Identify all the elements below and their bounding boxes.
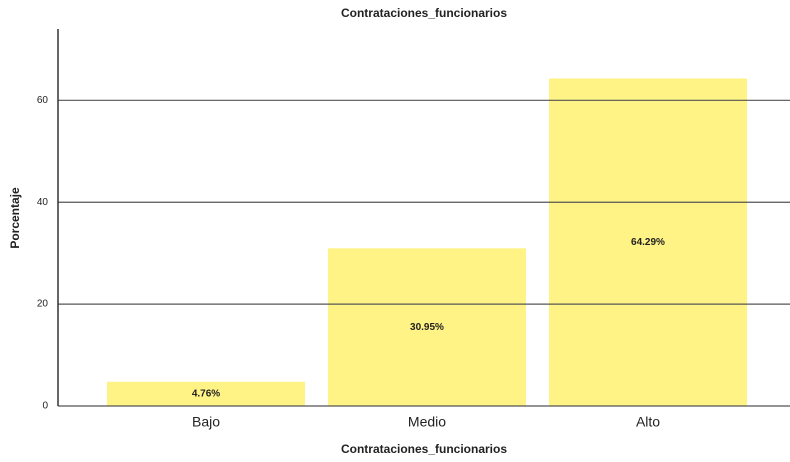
value-label: 64.29%	[631, 237, 665, 248]
x-axis-label: Contrataciones_funcionarios	[341, 442, 507, 456]
x-tick-label: Bajo	[192, 414, 220, 430]
value-label: 30.95%	[410, 322, 444, 333]
y-axis-label: Porcentaje	[8, 187, 22, 249]
y-tick-label: 60	[37, 95, 49, 106]
value-label: 4.76%	[192, 389, 220, 400]
bar	[548, 78, 748, 407]
x-tick-label: Alto	[636, 414, 660, 430]
chart-title: Contrataciones_funcionarios	[341, 6, 507, 20]
x-tick-label: Medio	[408, 414, 446, 430]
y-tick-label: 20	[37, 299, 49, 310]
y-tick-label: 40	[37, 197, 49, 208]
bar	[106, 381, 306, 406]
y-tick-label: 0	[42, 401, 48, 412]
bar	[327, 248, 527, 406]
